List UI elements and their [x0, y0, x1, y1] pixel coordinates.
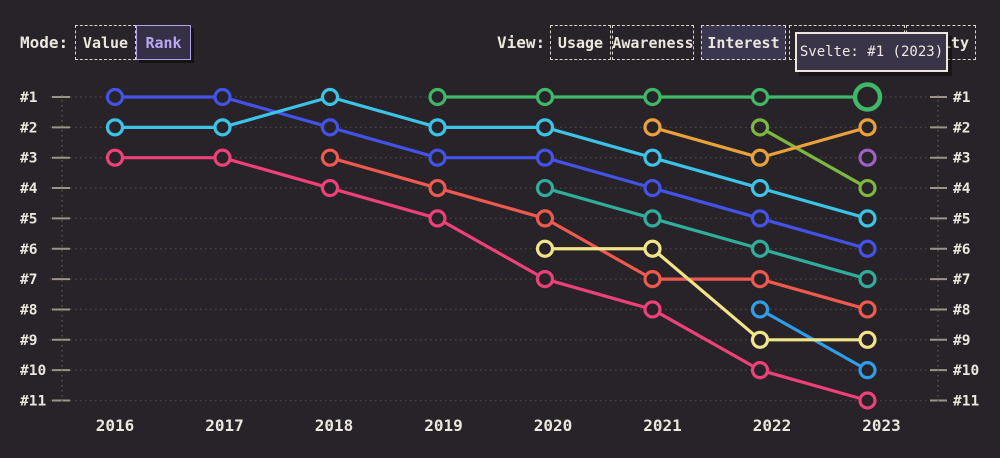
data-point-series-cyan-2016[interactable] — [105, 118, 125, 137]
data-point-series-pink-2017[interactable] — [213, 148, 232, 167]
data-point-series-sky-blue-2023[interactable] — [858, 361, 877, 380]
data-point-series-royal-blue-2022[interactable] — [750, 209, 770, 228]
data-point-Svelte-2021[interactable] — [643, 87, 662, 107]
rank-label-left: #6 — [20, 242, 37, 258]
data-point-series-salmon-2020[interactable] — [535, 209, 555, 228]
series-line-series-royal-blue — [113, 95, 870, 251]
rank-label-right: #2 — [953, 120, 970, 136]
data-point-series-yellow-2021[interactable] — [643, 239, 662, 258]
data-point-series-cyan-2021[interactable] — [643, 148, 662, 167]
data-point-series-orange-2021[interactable] — [643, 118, 662, 137]
rank-label-left: #1 — [20, 90, 38, 106]
data-point-series-pink-2021[interactable] — [643, 300, 662, 319]
data-point-series-salmon-2019[interactable] — [428, 178, 447, 198]
year-label: 2020 — [534, 416, 573, 435]
year-label: 2023 — [862, 416, 901, 435]
year-label: 2021 — [643, 416, 682, 435]
data-point-series-pink-2022[interactable] — [750, 361, 770, 380]
rank-label-right: #7 — [953, 272, 970, 288]
data-point-series-pink-2016[interactable] — [105, 148, 125, 167]
view-option-awareness[interactable]: Awareness — [612, 25, 694, 60]
data-point-series-salmon-2021[interactable] — [643, 270, 662, 289]
data-point-series-yellow-2022[interactable] — [750, 330, 770, 349]
data-point-series-pink-2023[interactable] — [858, 391, 877, 410]
data-point-Svelte-2022[interactable] — [750, 87, 770, 107]
year-label: 2022 — [753, 416, 792, 435]
rank-label-left: #9 — [20, 333, 37, 349]
mode-label: Mode: — [20, 33, 69, 52]
rank-label-left: #4 — [20, 181, 38, 197]
rank-label-left: #3 — [20, 151, 37, 167]
view-option-usage[interactable]: Usage — [550, 25, 611, 60]
tooltip: Svelte: #1 (2023) — [795, 32, 948, 72]
data-point-series-salmon-2018[interactable] — [320, 148, 340, 167]
data-point-series-royal-blue-2016[interactable] — [105, 87, 125, 107]
data-point-Svelte-2020[interactable] — [535, 87, 555, 107]
data-point-series-lime-green-2023[interactable] — [858, 178, 877, 198]
view-option-interest[interactable]: Interest — [701, 25, 786, 60]
data-point-series-yellow-2020[interactable] — [535, 239, 555, 258]
data-point-series-cyan-2019[interactable] — [428, 118, 447, 137]
rank-label-right: #4 — [953, 181, 971, 197]
rank-label-right: #6 — [953, 242, 970, 258]
rank-label-left: #7 — [20, 272, 37, 288]
year-label: 2019 — [424, 416, 463, 435]
series-line-series-yellow — [543, 247, 870, 342]
rank-label-left: #2 — [20, 120, 37, 136]
series-line-series-cyan — [113, 95, 870, 220]
data-point-series-teal-2023[interactable] — [858, 270, 877, 289]
series-line-series-pink — [113, 156, 870, 403]
mode-option-value[interactable]: Value — [75, 25, 136, 60]
data-point-series-cyan-2020[interactable] — [535, 118, 555, 137]
rank-label-left: #5 — [20, 211, 37, 227]
year-label: 2016 — [96, 416, 135, 435]
data-point-series-cyan-2017[interactable] — [213, 118, 232, 137]
data-point-series-royal-blue-2020[interactable] — [535, 148, 555, 167]
data-point-series-teal-2022[interactable] — [750, 239, 770, 258]
year-label: 2018 — [315, 416, 354, 435]
data-point-series-royal-blue-2019[interactable] — [428, 148, 447, 167]
data-point-series-pink-2019[interactable] — [428, 209, 447, 228]
data-point-series-teal-2020[interactable] — [535, 178, 555, 198]
data-point-series-lime-green-2022[interactable] — [750, 118, 770, 137]
rank-label-right: #10 — [953, 363, 979, 379]
year-label: 2017 — [205, 416, 244, 435]
data-point-series-orange-2023[interactable] — [858, 118, 877, 137]
data-point-series-royal-blue-2018[interactable] — [320, 118, 340, 137]
data-point-series-salmon-2023[interactable] — [858, 300, 877, 319]
rank-label-right: #1 — [953, 90, 971, 106]
series-line-series-teal — [543, 186, 870, 281]
rank-label-right: #8 — [953, 302, 970, 318]
data-point-series-yellow-2023[interactable] — [858, 330, 877, 349]
view-label: View: — [497, 33, 546, 52]
data-point-series-teal-2021[interactable] — [643, 209, 662, 228]
rank-label-right: #9 — [953, 333, 970, 349]
data-point-series-pink-2020[interactable] — [535, 270, 555, 289]
data-point-series-purple-2023[interactable] — [858, 148, 877, 167]
data-point-series-royal-blue-2021[interactable] — [643, 178, 662, 198]
rank-label-right: #5 — [953, 211, 970, 227]
data-point-series-cyan-2023[interactable] — [858, 209, 877, 228]
rank-label-left: #10 — [20, 363, 46, 379]
series-line-series-salmon — [328, 156, 870, 312]
mode-option-rank[interactable]: Rank — [136, 25, 191, 60]
rank-label-right: #3 — [953, 151, 970, 167]
rank-label-right: #11 — [953, 394, 979, 410]
series-line-series-lime-green — [758, 125, 870, 190]
data-point-highlight-Svelte[interactable] — [852, 82, 883, 112]
tooltip-text: Svelte: #1 (2023) — [799, 44, 944, 60]
data-point-series-royal-blue-2023[interactable] — [858, 239, 877, 258]
data-point-series-salmon-2022[interactable] — [750, 270, 770, 289]
data-point-Svelte-2019[interactable] — [428, 87, 447, 107]
data-point-series-sky-blue-2022[interactable] — [750, 300, 770, 319]
data-point-series-cyan-2022[interactable] — [750, 178, 770, 198]
data-point-series-cyan-2018[interactable] — [320, 87, 340, 107]
rank-label-left: #8 — [20, 302, 37, 318]
rank-label-left: #11 — [20, 394, 46, 410]
data-point-series-orange-2022[interactable] — [750, 148, 770, 167]
data-point-series-pink-2018[interactable] — [320, 178, 340, 198]
data-point-series-royal-blue-2017[interactable] — [213, 87, 232, 107]
